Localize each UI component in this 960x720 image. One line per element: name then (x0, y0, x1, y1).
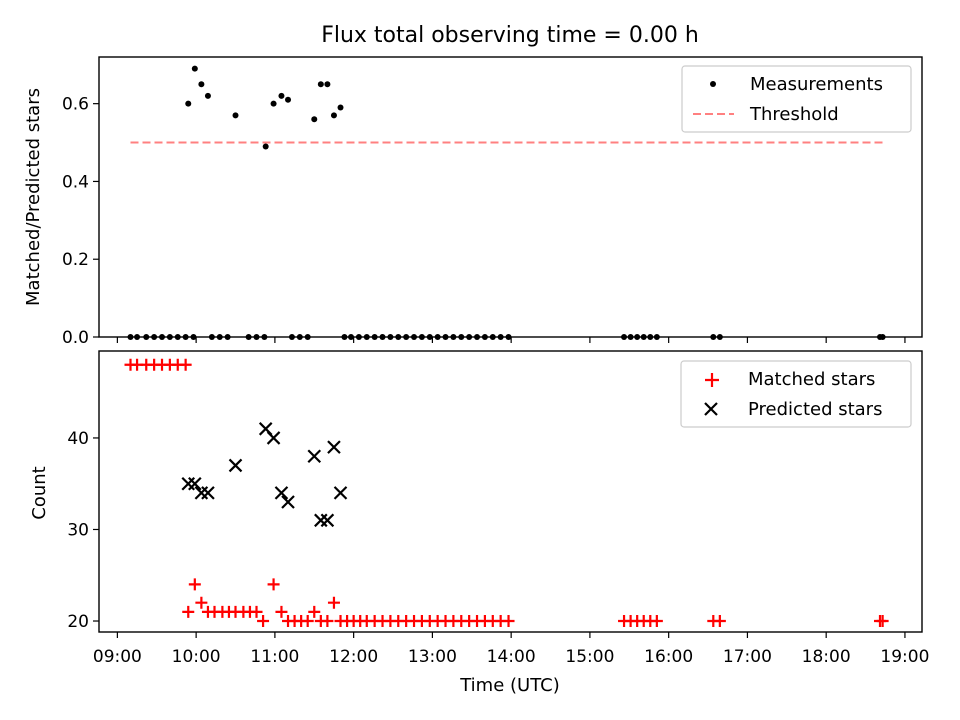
top-chart-panel: Flux total observing time = 0.00 h Match… (23, 23, 923, 348)
bottom-plot-frame (98, 350, 923, 633)
measurement-point (324, 81, 331, 88)
y-tick-label: 30 (67, 520, 89, 540)
legend-marker-matched-stars (705, 373, 719, 387)
matched-stars-point (713, 615, 726, 628)
measurement-point (185, 100, 192, 107)
predicted-stars-point (188, 476, 202, 491)
x-tick-label: 14:00 (487, 647, 536, 667)
measurement-point (204, 92, 211, 99)
matched-stars-point (250, 605, 263, 618)
measurement-point (330, 112, 337, 119)
matched-stars-point (188, 578, 201, 591)
bottom-axis-ticks: 20 30 40 09:00 10:00 11:00 12:00 13:00 14:00 15:0… (67, 429, 929, 667)
matched-stars-point (321, 615, 334, 628)
measurement-point (285, 96, 292, 103)
legend-frame (681, 65, 912, 133)
measurement-point (311, 116, 318, 123)
x-tick-label: 10:00 (172, 647, 221, 667)
legend-label-measurements: Measurements (750, 74, 883, 95)
predicted-stars-point (228, 458, 243, 473)
legend-label-threshold: Threshold (749, 104, 839, 125)
matched-stars-point (327, 596, 340, 609)
matched-stars-point (876, 615, 889, 628)
x-tick-label: 13:00 (408, 647, 457, 667)
top-legend: Measurements Threshold (681, 65, 912, 133)
matched-stars-point (502, 615, 515, 628)
measurement-point (191, 65, 198, 72)
legend-marker-measurements (710, 81, 716, 87)
predicted-stars-point (320, 513, 335, 528)
predicted-stars-point (281, 495, 295, 509)
y-axis-label-count: Count (29, 466, 50, 519)
predicted-stars-point (266, 431, 281, 445)
x-tick-label: 09:00 (93, 647, 142, 667)
x-tick-label: 12:00 (329, 647, 378, 667)
measurement-point (278, 92, 285, 99)
x-tick-label: 16:00 (644, 647, 693, 667)
x-tick-label: 11:00 (250, 647, 299, 667)
measurement-point (198, 81, 205, 88)
bottom-plot-marks (124, 358, 889, 628)
measurement-point (337, 104, 344, 111)
measurement-point (262, 143, 269, 150)
x-axis-label-time: Time (UTC) (459, 675, 560, 696)
bottom-legend: Matched stars Predicted stars (680, 360, 912, 428)
matched-stars-point (267, 578, 280, 591)
matched-stars-point (650, 615, 663, 628)
measurement-point (232, 112, 239, 119)
predicted-stars-point (333, 486, 348, 500)
y-tick-label: 0.0 (62, 328, 89, 348)
y-tick-label: 40 (67, 429, 89, 449)
matched-stars-point (308, 605, 321, 618)
measurement-point (270, 100, 277, 107)
y-axis-label-ratio: Matched/Predicted stars (23, 88, 44, 306)
y-tick-label: 0.4 (62, 172, 89, 192)
matched-stars-point (301, 615, 314, 628)
matched-stars-point (275, 605, 288, 618)
matched-stars-point (257, 615, 270, 628)
matched-stars-point (182, 605, 195, 618)
bottom-chart-panel: Count Time (UTC) 20 30 40 09:00 10:00 11:00 12… (29, 350, 929, 696)
legend-marker-predicted-stars (704, 402, 718, 416)
x-tick-label: 19:00 (880, 647, 929, 667)
chart-title: Flux total observing time = 0.00 h (321, 23, 699, 48)
matched-stars-point (195, 596, 208, 609)
measurement-point (317, 81, 324, 88)
legend-label-predicted-stars: Predicted stars (748, 399, 882, 420)
predicted-stars-point (274, 486, 289, 500)
predicted-stars-point (201, 486, 215, 500)
predicted-stars-point (327, 440, 341, 454)
legend-label-matched-stars: Matched stars (748, 369, 875, 390)
top-axis-ticks: 0.0 0.2 0.4 0.6 (62, 95, 906, 348)
x-tick-label: 15:00 (565, 647, 614, 667)
matched-stars-point (179, 358, 192, 371)
top-plot-frame (98, 56, 923, 338)
x-tick-label: 17:00 (723, 647, 772, 667)
legend-frame (680, 360, 912, 428)
y-tick-label: 20 (67, 612, 89, 632)
predicted-stars-point (307, 449, 322, 464)
y-tick-label: 0.6 (62, 95, 89, 115)
y-tick-label: 0.2 (62, 250, 89, 270)
x-tick-label: 18:00 (802, 647, 851, 667)
